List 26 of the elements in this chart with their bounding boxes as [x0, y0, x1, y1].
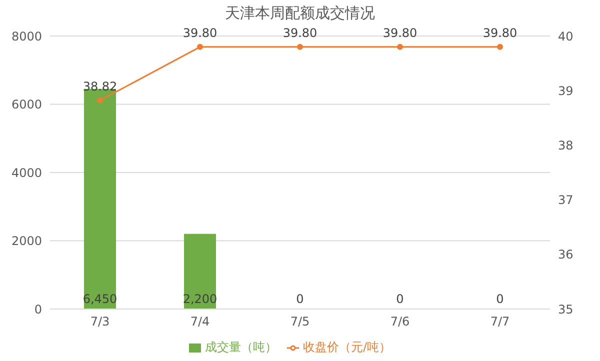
data-label: 0: [496, 292, 504, 306]
legend-label: 成交量（吨）: [204, 340, 277, 354]
y-tick-label: 2000: [11, 234, 42, 248]
y2-tick-label: 40: [558, 29, 574, 44]
y-tick-label: 4000: [11, 166, 42, 180]
data-label: 39.80: [182, 26, 218, 40]
data-label: 39.80: [282, 26, 318, 40]
data-label: 0: [296, 292, 304, 306]
y2-tick-label: 37: [558, 193, 574, 208]
data-label: 39.80: [482, 26, 518, 40]
y2-tick-label: 38: [558, 138, 574, 152]
x-tick-label: 7/5: [290, 314, 310, 329]
x-tick-label: 7/3: [90, 314, 110, 329]
data-label: 39.80: [382, 26, 418, 40]
y2-tick-label: 39: [558, 84, 574, 98]
x-tick-label: 7/6: [390, 314, 410, 329]
y2-tick-label: 35: [558, 302, 574, 316]
x-tick-label: 7/4: [190, 314, 210, 329]
legend-label: 收盘价（元/吨）: [302, 340, 392, 354]
y2-tick-label: 36: [558, 248, 574, 262]
y-tick-label: 0: [34, 302, 42, 316]
x-tick-label: 7/7: [490, 314, 510, 329]
chart-title: 天津本周配额成交情况: [224, 3, 376, 24]
y-tick-label: 8000: [11, 29, 42, 44]
data-label: 0: [396, 292, 404, 306]
y-tick-label: 6000: [11, 98, 42, 112]
